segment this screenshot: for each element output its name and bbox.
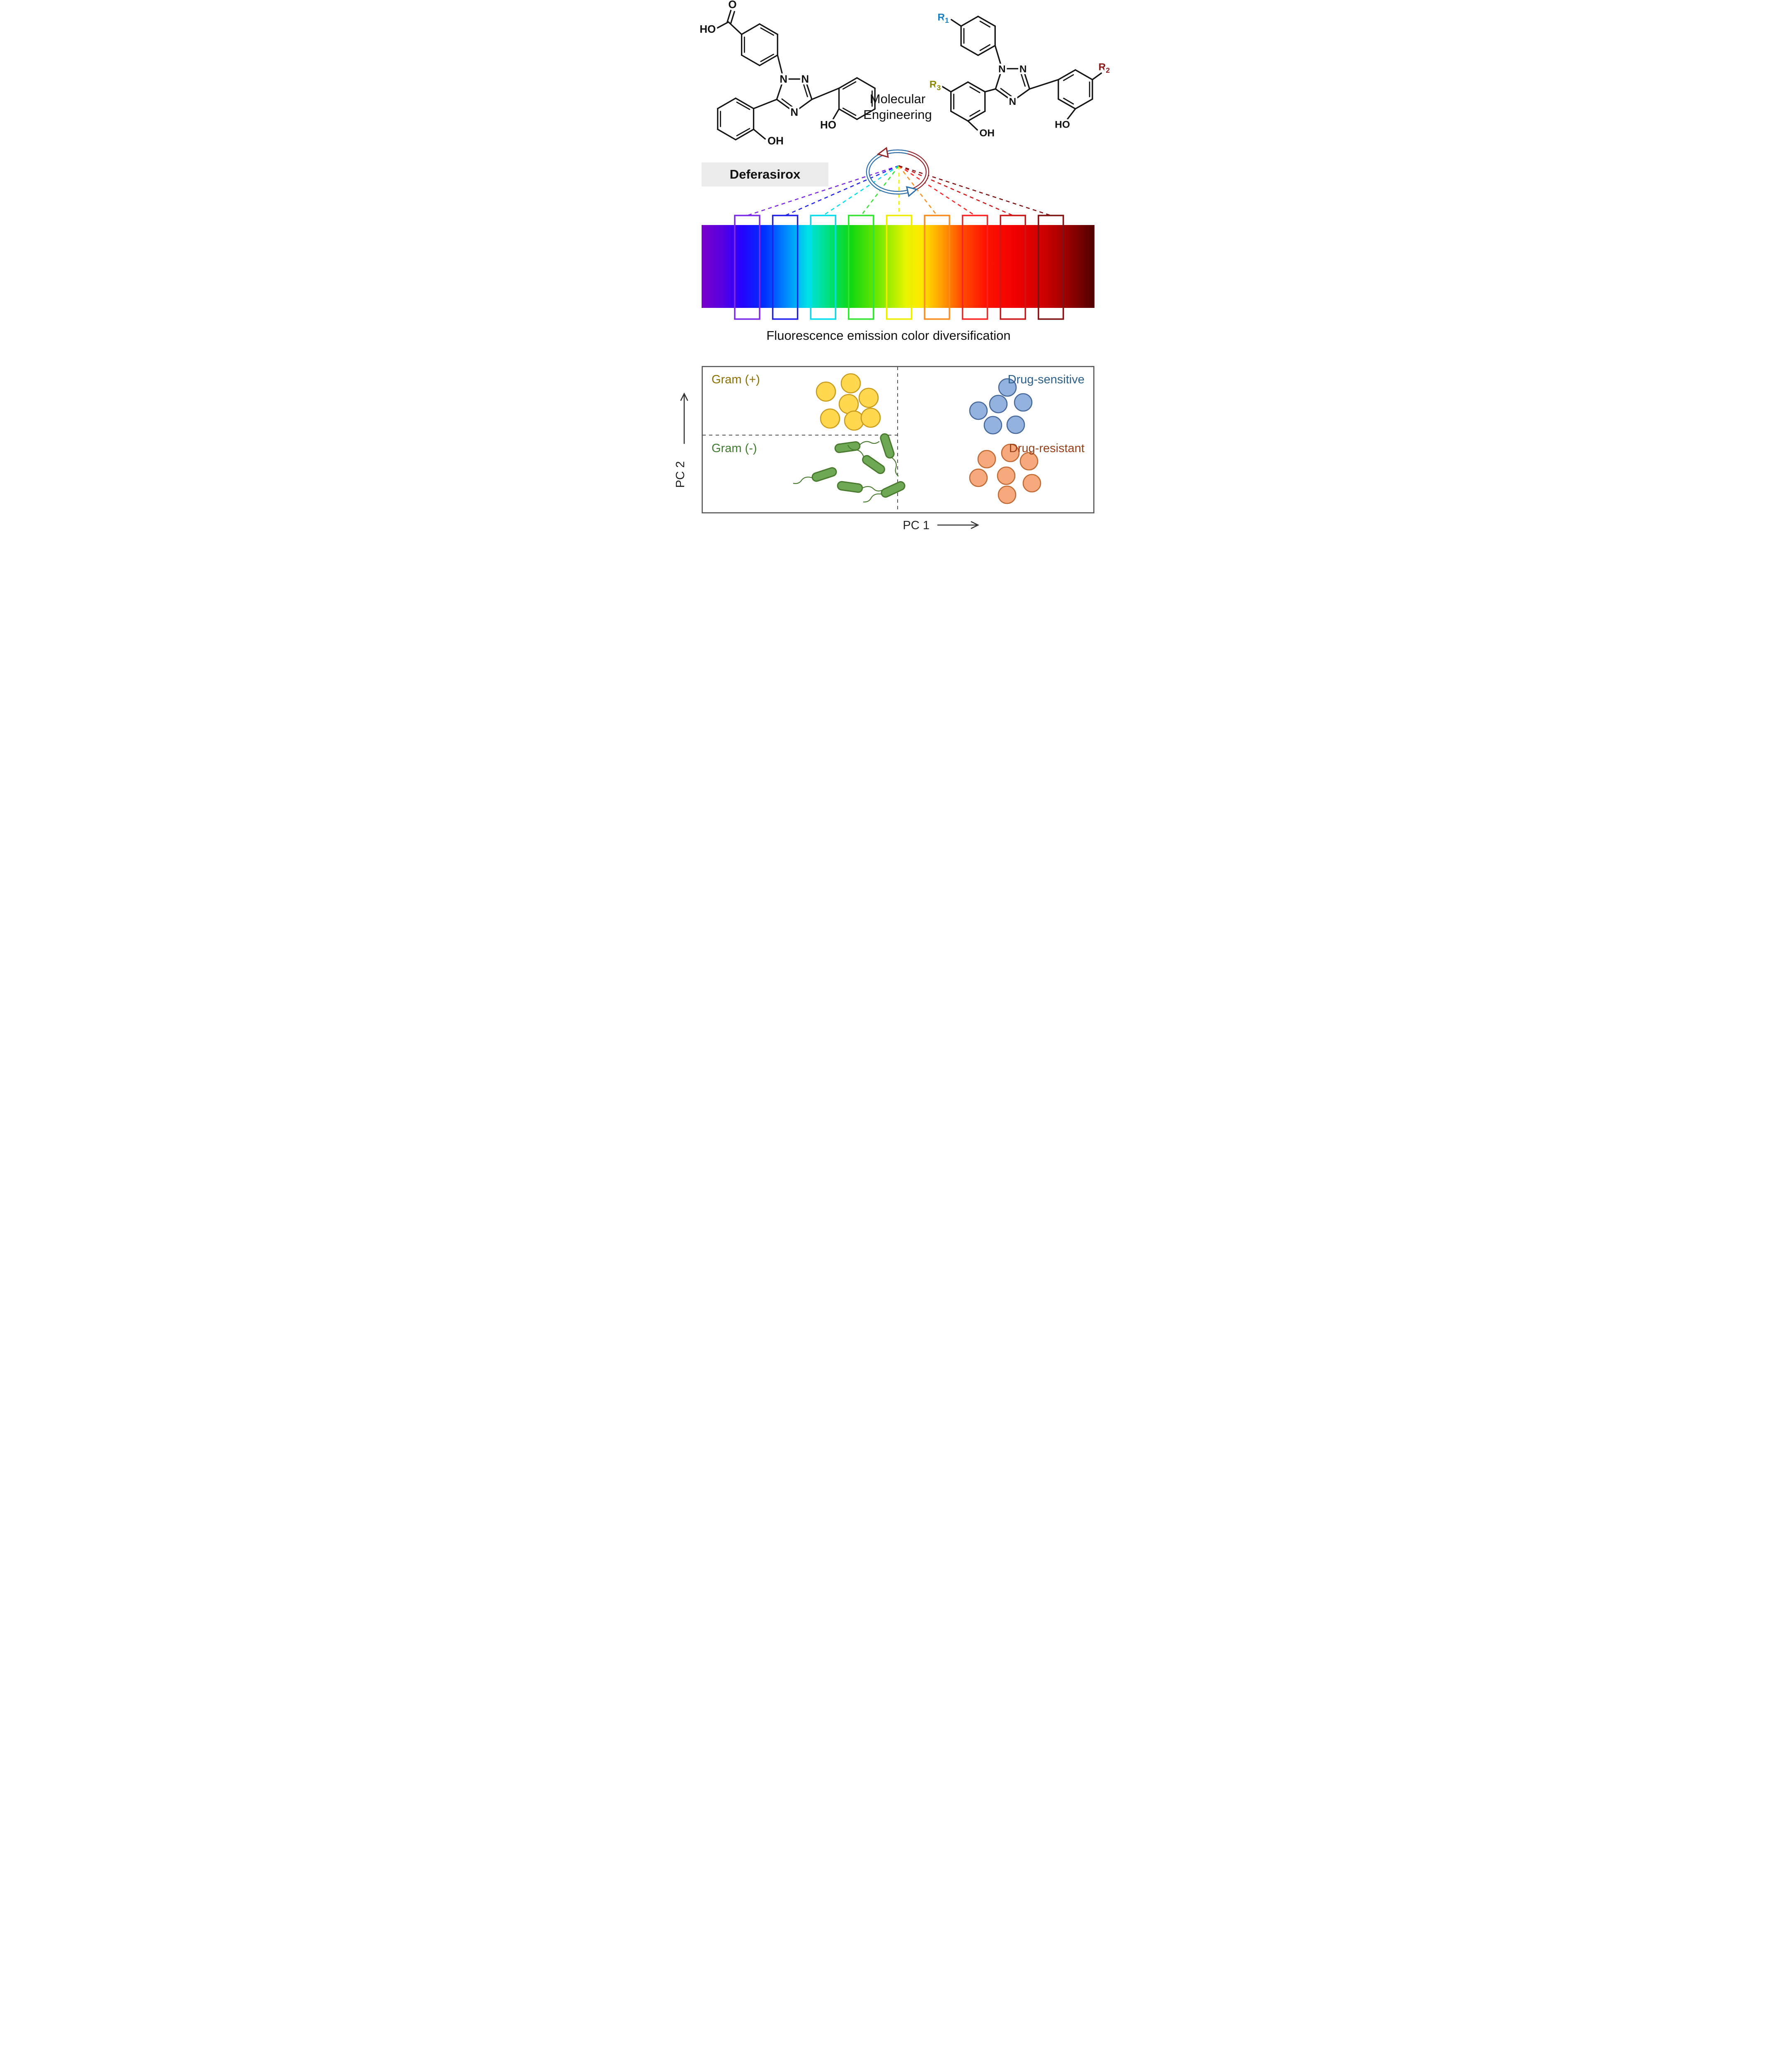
cluster-point-drug-sensitive [998, 378, 1017, 397]
cluster-point-drug-resistant [977, 450, 996, 469]
atom-label-o: O [728, 0, 736, 10]
cluster-point-drug-resistant [997, 485, 1017, 504]
rainbow-spectrum-bar [702, 225, 1094, 308]
cluster-point-drug-resistant [1022, 474, 1041, 493]
substituent-r2: R2 [1099, 62, 1110, 75]
gram-positive-label: Gram (+) [712, 373, 760, 386]
flagellum [891, 456, 899, 477]
substituent-r3: R3 [930, 79, 941, 92]
cluster-point-drug-resistant [997, 466, 1016, 485]
flagellum [861, 486, 883, 491]
blue-arrowhead-icon [905, 186, 918, 197]
bacteria-rod-body [880, 433, 895, 459]
flagellum [858, 441, 880, 446]
red-arrowhead-icon [876, 147, 889, 158]
molecular-engineering-label: Molecular Engineering [835, 91, 960, 123]
fan-line [898, 165, 938, 216]
pc1-axis-arrowhead-icon [971, 521, 979, 529]
spectrum-band-box [1038, 215, 1064, 320]
bacteria-rod [793, 467, 837, 484]
atom-label-ho-acid: HO [700, 23, 716, 35]
atom-label-n4: N [1009, 96, 1016, 107]
spectrum-band-box [924, 215, 950, 320]
cluster-point-drug-sensitive [969, 401, 988, 420]
cluster-point-drug-resistant [1001, 443, 1020, 462]
cluster-point-gram-positive [840, 373, 861, 394]
pc1-axis: PC 1 [903, 519, 979, 532]
pc2-axis: PC 2 [675, 392, 688, 488]
spectrum-band-box [810, 215, 836, 320]
cluster-point-drug-sensitive [989, 395, 1008, 414]
deferasirox-structure: O HO N N N OH HO [698, 0, 876, 149]
pc2-axis-arrowhead-icon [680, 392, 688, 401]
spectrum-panel [702, 147, 1094, 320]
pc2-axis-label: PC 2 [675, 461, 687, 488]
fan-line [747, 165, 899, 216]
bacteria-rod-body [811, 467, 837, 482]
bacteria-rod [847, 445, 885, 474]
cluster-point-drug-sensitive [1006, 415, 1025, 434]
cluster-point-gram-positive [820, 408, 840, 429]
cluster-point-drug-sensitive [983, 416, 1002, 435]
fan-line [898, 165, 1051, 216]
pca-clusters [793, 373, 1041, 504]
generic-bonds [941, 15, 1102, 131]
fan-dashed-lines [747, 165, 1051, 216]
spectrum-band-box [734, 215, 760, 320]
spectrum-band-box [961, 215, 988, 320]
spectrum-band-box [772, 215, 799, 320]
cluster-point-drug-resistant [1019, 452, 1039, 471]
cluster-point-drug-sensitive [1014, 393, 1033, 412]
pc1-axis-label: PC 1 [903, 519, 930, 532]
atom-label-n2: N [1019, 64, 1027, 75]
deferasirox-name-label: Deferasirox [702, 162, 828, 186]
spectrum-band-boxes [734, 215, 1064, 320]
flagellum [847, 445, 865, 458]
cycle-arrows-icon [866, 147, 930, 197]
cluster-point-gram-positive [844, 410, 864, 431]
atom-label-oh-left: OH [979, 128, 995, 139]
cluster-point-gram-positive [858, 387, 879, 408]
atom-label-oh-left: OH [767, 135, 784, 147]
cluster-point-gram-positive [816, 381, 836, 402]
bacteria-rod-body [862, 455, 885, 474]
flagellum [863, 493, 883, 503]
atom-label-n4: N [790, 106, 798, 118]
atom-label-ho-right: HO [820, 119, 836, 131]
bacteria-rod-body [837, 481, 863, 493]
spectrum-band-box [848, 215, 874, 320]
atom-label-n1: N [998, 64, 1006, 75]
bacteria-rod [863, 481, 905, 503]
flagellum [793, 477, 813, 484]
gram-negative-label: Gram (-) [712, 442, 757, 455]
atom-label-n1: N [780, 73, 787, 85]
figure-root: O HO N N N OH HO Deferasirox Molecular E… [666, 0, 1111, 535]
atom-label-ho-right: HO [1055, 119, 1070, 131]
generic-structure: R1 R2 R3 N N N OH HO [927, 10, 1111, 141]
fan-line [823, 165, 899, 216]
drug-resistant-label: Drug-resistant [1009, 442, 1085, 455]
spectrum-caption: Fluorescence emission color diversificat… [766, 328, 1011, 343]
cluster-point-drug-resistant [969, 468, 988, 487]
deferasirox-bonds [717, 10, 876, 140]
bacteria-rod [880, 433, 899, 477]
fan-line [898, 165, 976, 216]
spectrum-band-box [1000, 215, 1026, 320]
pca-plot: Gram (+) Drug-sensitive Gram (-) Drug-re… [702, 366, 1094, 513]
molecular-engineering-line2: Engineering [863, 107, 932, 122]
cluster-point-gram-positive [860, 407, 881, 428]
bacteria-rod-body [881, 481, 905, 498]
substituent-r1: R1 [937, 12, 949, 24]
molecular-engineering-line1: Molecular [869, 92, 926, 106]
atom-label-n2: N [801, 73, 809, 85]
drug-sensitive-label: Drug-sensitive [1008, 373, 1085, 386]
bacteria-rod [837, 481, 883, 493]
